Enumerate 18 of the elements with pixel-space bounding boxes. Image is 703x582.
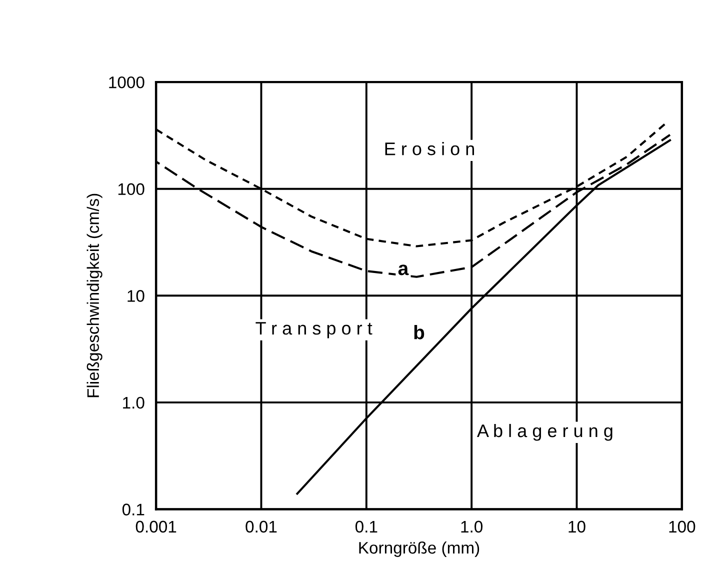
annotation: A b l a g e r u n g bbox=[476, 424, 612, 441]
annotation: a bbox=[398, 264, 409, 276]
x-tick-label: 10 bbox=[568, 520, 586, 533]
y-tick-label: 10 bbox=[128, 290, 144, 302]
y-axis-title: Fließgeschwindigkeit (cm/s) bbox=[86, 194, 102, 398]
y-tick-label: 1000 bbox=[109, 76, 144, 88]
annotation: E r o s i o n bbox=[385, 142, 474, 156]
x-tick-label: 0.001 bbox=[136, 520, 176, 533]
x-tick-label: 1.0 bbox=[461, 520, 483, 533]
x-tick-label: 0.01 bbox=[246, 520, 277, 533]
x-tick-label: 0.1 bbox=[355, 520, 378, 533]
x-axis-title: Korngröße (mm) bbox=[359, 541, 480, 557]
y-tick-label: 1.0 bbox=[123, 396, 144, 409]
x-tick-label: 100 bbox=[669, 520, 696, 533]
annotation: T r a n s p o r t bbox=[256, 322, 372, 338]
y-tick-label: 0.1 bbox=[122, 504, 144, 516]
y-tick-label: 100 bbox=[118, 183, 144, 196]
annotation: b bbox=[414, 325, 424, 340]
